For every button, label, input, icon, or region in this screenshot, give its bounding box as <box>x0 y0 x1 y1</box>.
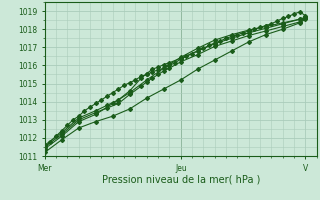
X-axis label: Pression niveau de la mer( hPa ): Pression niveau de la mer( hPa ) <box>102 174 260 184</box>
